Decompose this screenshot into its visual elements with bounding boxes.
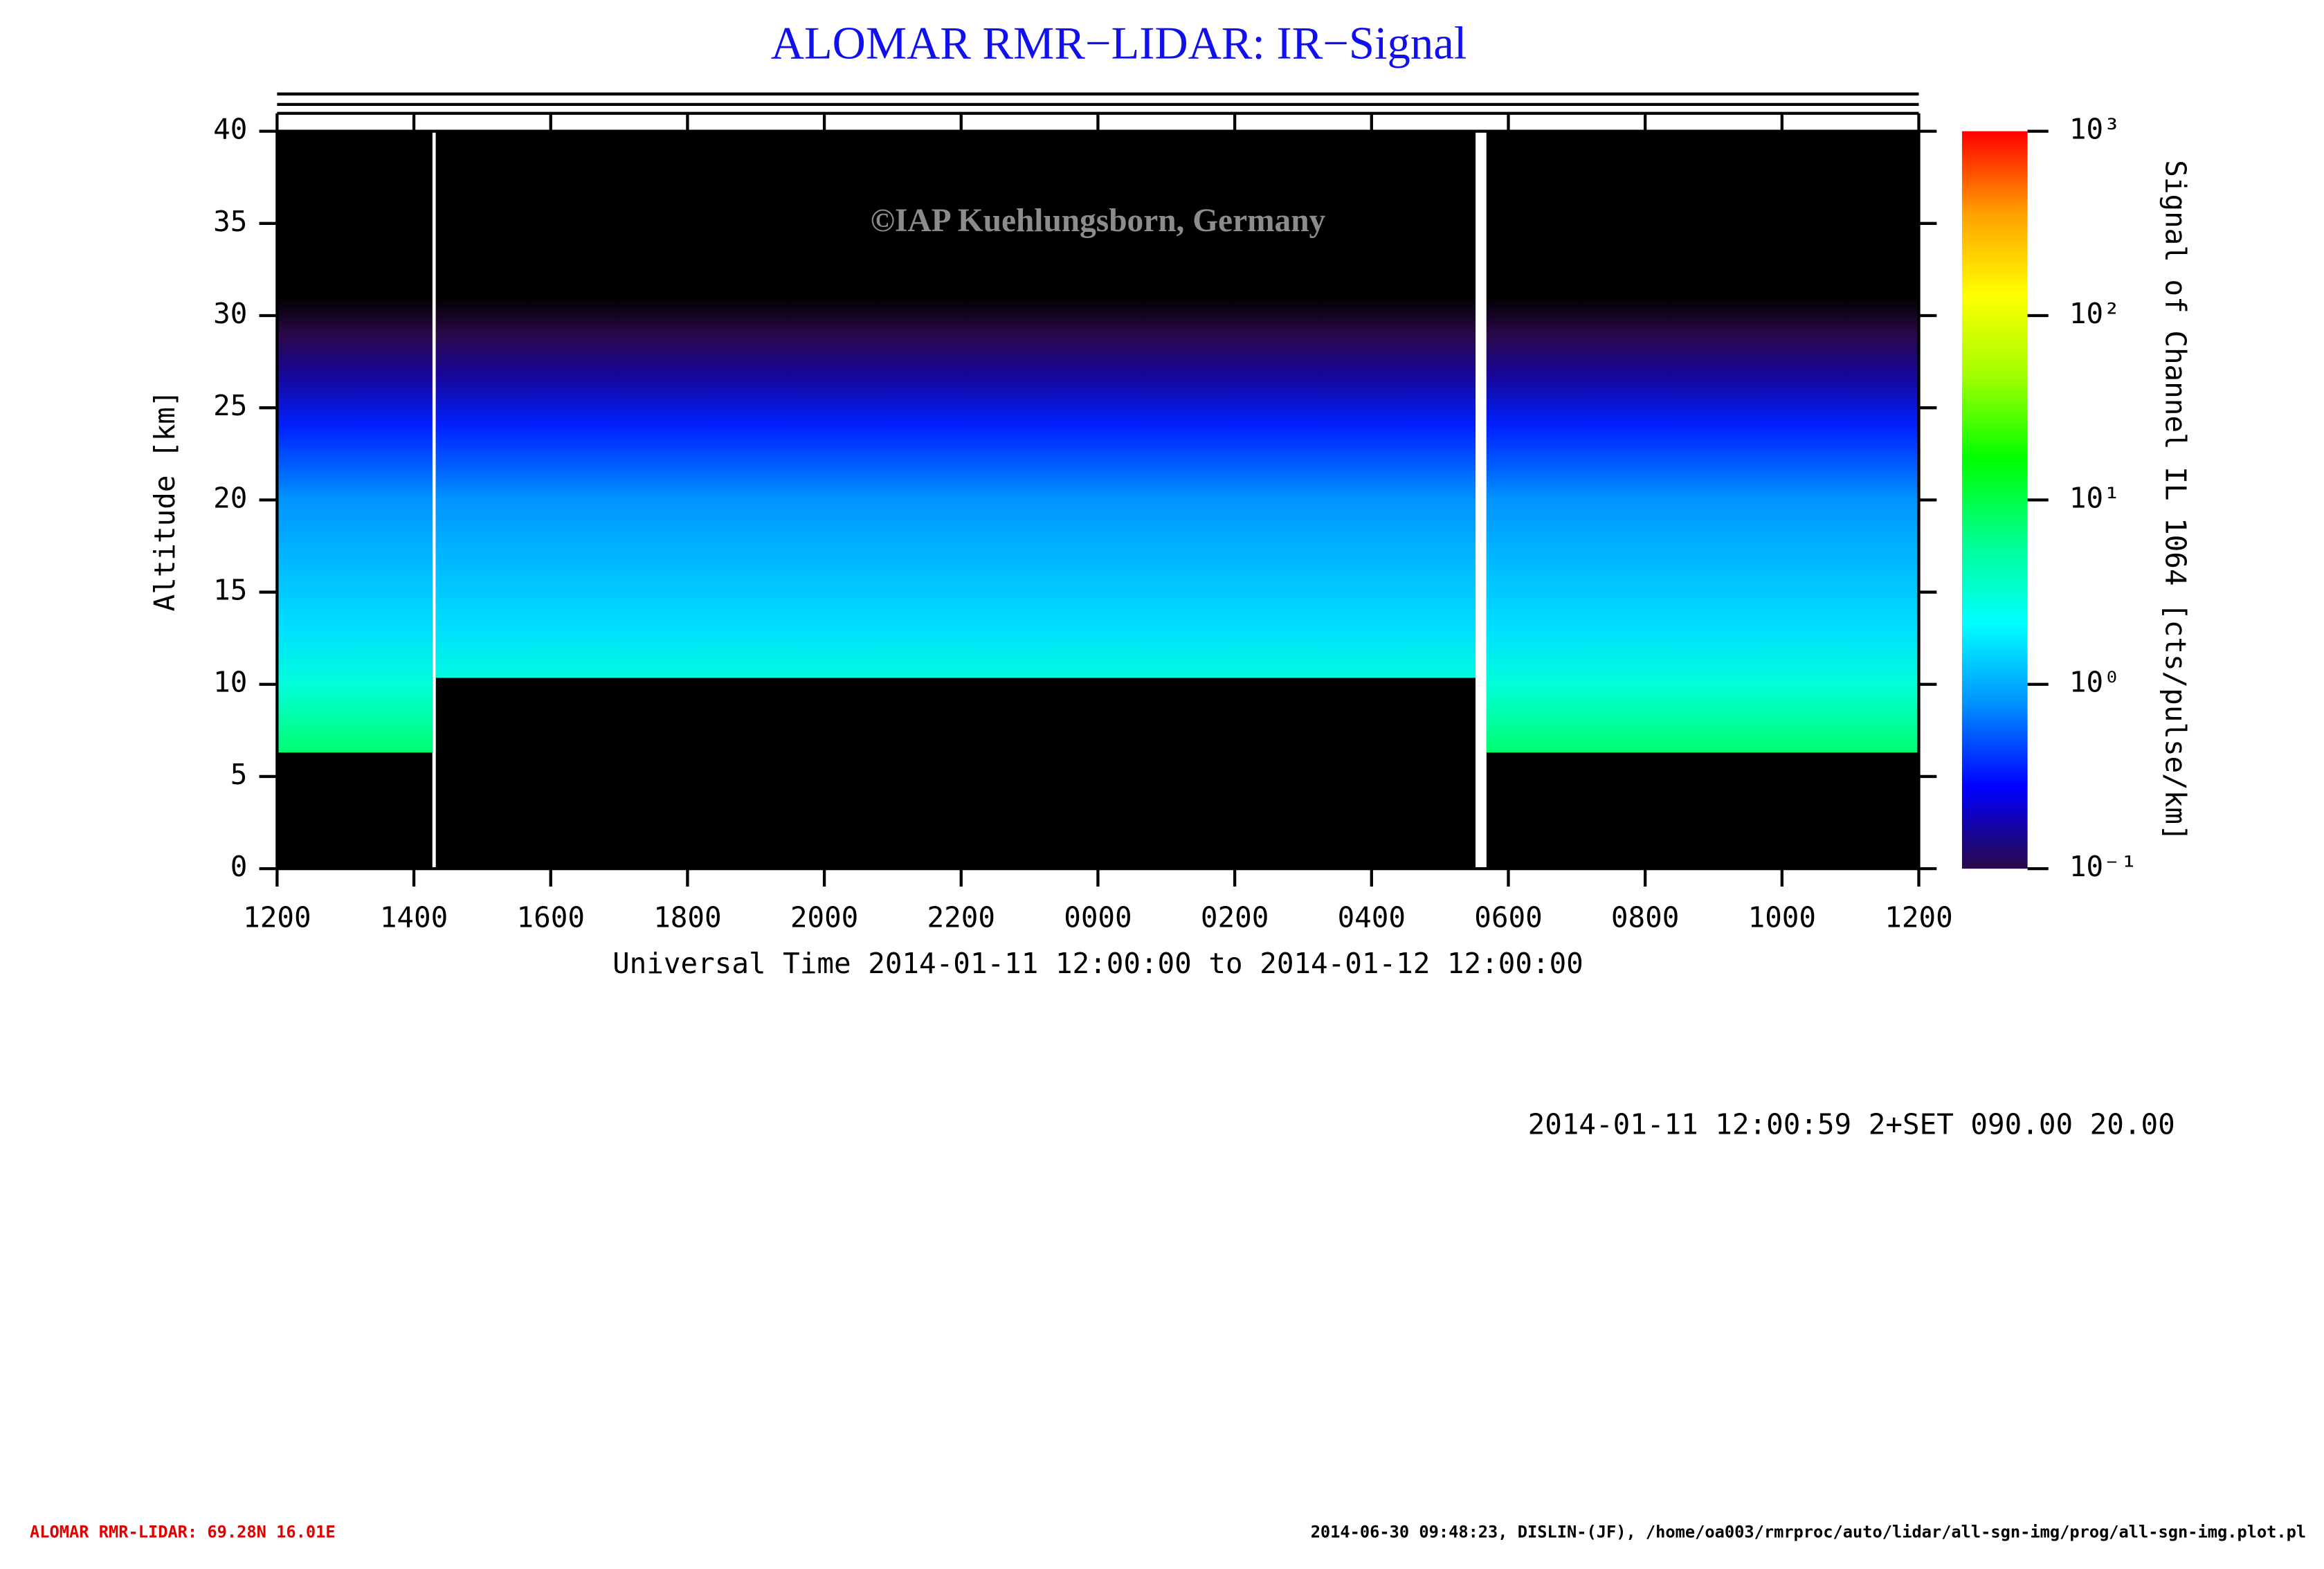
y-tick-label: 20	[213, 481, 247, 514]
x-tick-label: 1800	[653, 900, 721, 934]
colorbar-tick-label: 10³	[2069, 113, 2121, 146]
x-tick-label: 2000	[790, 900, 858, 934]
y-axis-label: Altitude [km]	[148, 390, 181, 611]
colorbar	[1961, 131, 2028, 869]
footer-left: ALOMAR RMR-LIDAR: 69.28N 16.01E	[30, 1523, 336, 1542]
colorbar-tick-label: 10¹	[2069, 481, 2121, 514]
x-axis-label: Universal Time 2014-01-11 12:00:00 to 20…	[612, 947, 1583, 980]
x-tick-label: 0200	[1201, 900, 1269, 934]
y-tick-label: 0	[230, 850, 248, 883]
x-tick-label: 1400	[380, 900, 448, 934]
x-tick-label: 2200	[927, 900, 995, 934]
chart-title: ALOMAR RMR−LIDAR: IR−Signal	[771, 18, 1467, 69]
y-tick-label: 5	[230, 758, 248, 791]
y-tick-label: 30	[213, 297, 247, 330]
colorbar-label: Signal of Channel IL 1064 [cts/pulse/km]	[2159, 160, 2193, 841]
y-tick-label: 35	[213, 205, 247, 238]
x-tick-label: 1200	[243, 900, 311, 934]
signal-segment	[435, 131, 1476, 678]
y-tick-label: 40	[213, 113, 247, 146]
x-tick-label: 0000	[1064, 900, 1132, 934]
colorbar-tick-label: 10²	[2069, 297, 2121, 330]
y-tick-label: 15	[213, 574, 247, 607]
colorbar-tick-label: 10⁰	[2069, 666, 2121, 699]
x-tick-label: 0800	[1611, 900, 1679, 934]
x-tick-label: 1200	[1885, 900, 1952, 934]
x-tick-label: 1000	[1748, 900, 1816, 934]
signal-segment	[1486, 131, 1919, 753]
x-tick-label: 0400	[1338, 900, 1406, 934]
y-tick-label: 10	[213, 666, 247, 699]
signal-segment	[277, 131, 433, 753]
colorbar-tick-label: 10⁻¹	[2069, 850, 2137, 883]
footer-right: 2014-06-30 09:48:23, DISLIN-(JF), /home/…	[1311, 1523, 2306, 1542]
top-strip	[277, 92, 1919, 115]
info-text: 2014-01-11 12:00:59 2+SET 090.00 20.00	[1528, 1108, 2175, 1141]
y-tick-label: 25	[213, 389, 247, 422]
x-tick-label: 0600	[1474, 900, 1542, 934]
x-tick-label: 1600	[517, 900, 585, 934]
watermark: ©IAP Kuehlungsborn, Germany	[871, 203, 1326, 239]
